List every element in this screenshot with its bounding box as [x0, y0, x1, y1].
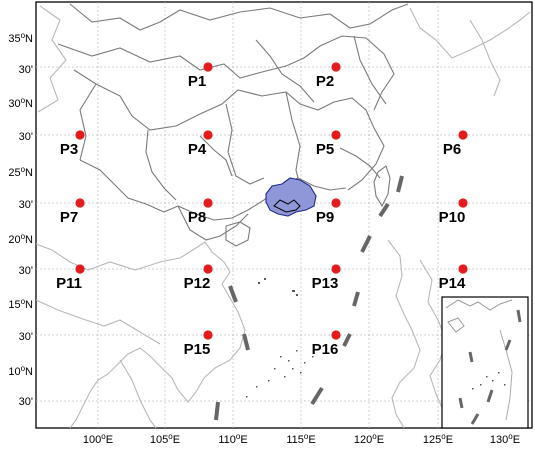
hainan-island: [225, 221, 251, 247]
point-marker-p15: [203, 330, 213, 340]
point-marker-p13: [331, 264, 341, 274]
point-label-p3: P3: [60, 141, 78, 158]
point-marker-p1: [203, 62, 213, 72]
lon-tick-label: 125oE: [423, 432, 453, 446]
philippines-1: [387, 239, 421, 429]
longitude-labels: 100oE 105oE 110oE 115oE 120oE 125oE 130oE: [83, 432, 520, 446]
china-west-border: [37, 5, 67, 113]
point-marker-p2: [331, 62, 341, 72]
lat-tick-label: 30': [19, 265, 33, 277]
point-label-p12: P12: [184, 275, 211, 292]
highlight-region: [265, 177, 317, 217]
lon-tick-label: 115oE: [286, 432, 315, 446]
sample-points: P1 P2 P3 P4 P5 P6 P7 P8 P9 P10 P11 P12 P13 P14 P15 P16: [56, 62, 468, 358]
inset-map: [441, 296, 529, 429]
lat-tick-label: 30': [19, 331, 33, 343]
dashed-boundary: [214, 175, 404, 421]
lon-tick-label: 130oE: [490, 432, 520, 446]
province-borders: [57, 3, 409, 241]
point-marker-p14: [458, 264, 468, 274]
lat-tick-label: 10oN: [8, 364, 33, 378]
point-marker-p4: [203, 130, 213, 140]
point-label-p16: P16: [312, 341, 339, 358]
lon-tick-label: 100oE: [83, 432, 113, 446]
thailand-gulf: [119, 359, 157, 429]
lon-tick-label: 120oE: [354, 432, 384, 446]
lat-tick-label: 30oN: [8, 96, 33, 110]
point-label-p15: P15: [184, 341, 211, 358]
point-label-p1: P1: [188, 73, 206, 90]
lon-tick-label: 110oE: [218, 432, 247, 446]
point-label-p14: P14: [439, 275, 466, 292]
myanmar-border: [35, 299, 161, 345]
point-label-p9: P9: [316, 209, 334, 226]
latitude-labels: 35oN 30' 30oN 30' 25oN 30' 20oN 30' 15oN 30' 10oN 3…: [8, 31, 33, 408]
lat-tick-label: 30': [19, 131, 33, 143]
korea-peninsula: [469, 19, 501, 97]
point-label-p11: P11: [56, 275, 82, 292]
gray-coastlines: [35, 5, 531, 429]
point-marker-p3: [75, 130, 85, 140]
lat-tick-label: 25oN: [8, 165, 33, 179]
point-label-p8: P8: [188, 209, 206, 226]
japan-korea: [409, 7, 531, 59]
lat-tick-label: 15oN: [8, 297, 33, 311]
indochina-coast: [35, 241, 246, 429]
point-label-p13: P13: [312, 275, 339, 292]
point-marker-p5: [331, 130, 341, 140]
point-marker-p11: [75, 264, 85, 274]
point-label-p4: P4: [188, 141, 207, 158]
point-marker-p10: [458, 198, 468, 208]
point-marker-p16: [331, 330, 341, 340]
scattered-islands: [246, 278, 314, 398]
point-label-p6: P6: [443, 141, 461, 158]
lat-tick-label: 30': [19, 199, 33, 211]
point-marker-p9: [331, 198, 341, 208]
point-label-p2: P2: [316, 73, 334, 90]
point-label-p5: P5: [316, 141, 334, 158]
point-marker-p12: [203, 264, 213, 274]
point-marker-p6: [458, 130, 468, 140]
lat-tick-label: 30': [19, 396, 33, 408]
lon-tick-label: 105oE: [150, 432, 180, 446]
point-label-p7: P7: [60, 209, 78, 226]
point-label-p10: P10: [439, 209, 466, 226]
lat-tick-label: 35oN: [8, 31, 33, 45]
lat-tick-label: 20oN: [8, 232, 33, 246]
point-marker-p8: [203, 198, 213, 208]
lat-tick-label: 30': [19, 64, 33, 76]
taiwan-island: [373, 165, 391, 208]
islands: [225, 165, 391, 247]
point-marker-p7: [75, 198, 85, 208]
